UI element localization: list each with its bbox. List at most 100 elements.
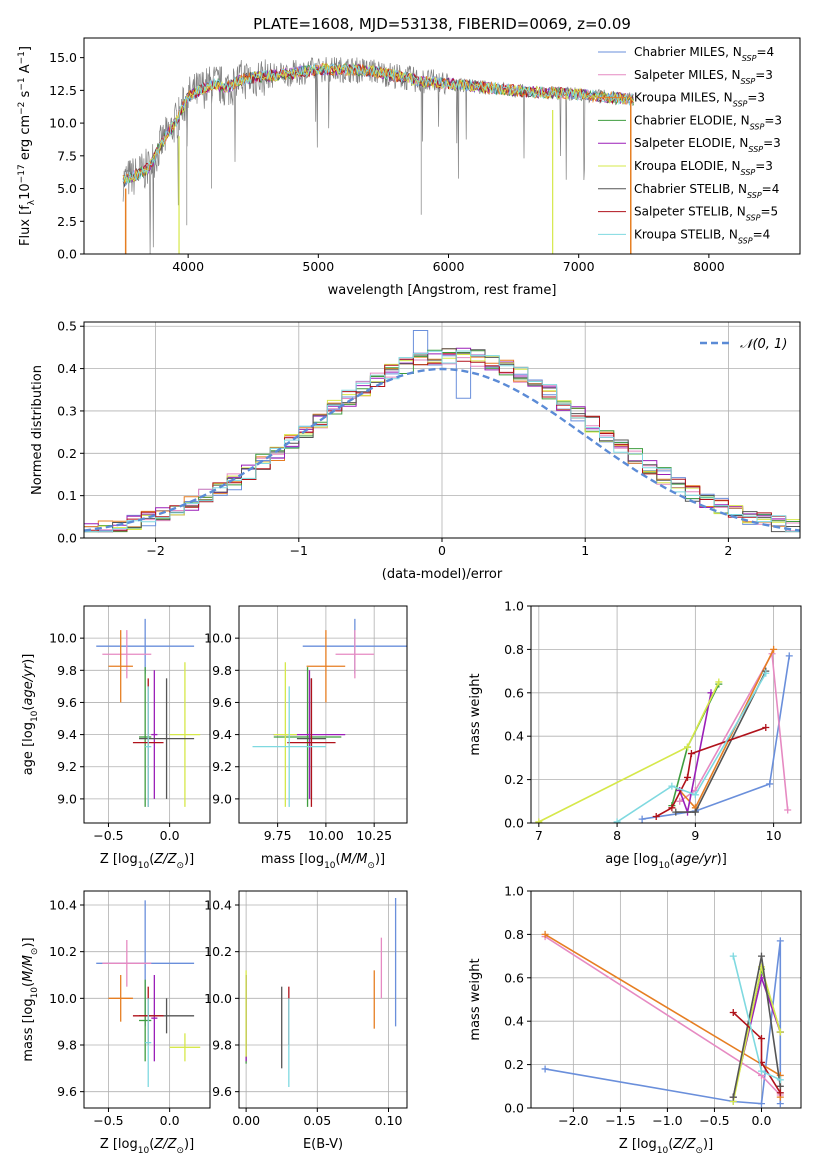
weight-marker xyxy=(668,804,676,812)
legend-label: Salpeter STELIB, NSSP=5 xyxy=(634,205,778,223)
y-tick-label: 0.2 xyxy=(504,772,524,787)
y-tick-label: 9.2 xyxy=(212,759,232,774)
x-tick-label: 10.00 xyxy=(308,828,344,843)
y-tick-label: 10.2 xyxy=(204,944,232,959)
y-tick-label: 0.2 xyxy=(57,446,77,461)
x-axis-label: wavelength [Angstrom, rest frame] xyxy=(328,283,557,298)
y-tick-label: 10.4 xyxy=(204,898,232,913)
weight-marker xyxy=(684,773,692,781)
x-tick-label: 6000 xyxy=(433,259,465,274)
weight-marker xyxy=(762,724,770,732)
weight-marker xyxy=(672,808,680,816)
weight-marker xyxy=(691,791,699,799)
x-tick-label: −0.5 xyxy=(93,1113,123,1128)
weight-marker xyxy=(729,1009,737,1017)
x-tick-label: 0.10 xyxy=(375,1113,403,1128)
age-vs-z-panel: −0.5 0.0 9.0 9.2 9.4 9.6 9.8 10.0 Z [log10(Z/Z⊙)… xyxy=(21,605,211,871)
y-tick-label: 7.5 xyxy=(57,148,77,163)
legend-label: 𝒩(0, 1) xyxy=(740,337,787,352)
weight-marker xyxy=(541,930,549,938)
x-tick-label: 2 xyxy=(724,543,732,558)
y-axis-label: mass [log10(M/M⊙)] xyxy=(21,937,40,1061)
y-axis-label: mass weight xyxy=(468,958,483,1040)
y-tick-label: 0.8 xyxy=(504,927,524,942)
x-tick-label: 10.25 xyxy=(356,828,392,843)
x-tick-label: 1 xyxy=(581,543,589,558)
x-tick-label: 0 xyxy=(438,543,446,558)
weight-marker xyxy=(668,782,676,790)
axes-frame xyxy=(238,890,408,1109)
axes-frame xyxy=(530,890,802,1109)
y-tick-label: 9.4 xyxy=(57,727,77,742)
weight-marker xyxy=(776,1089,784,1097)
y-tick-label: 10.0 xyxy=(49,631,77,646)
x-tick-label: 7 xyxy=(535,828,543,843)
x-axis-label: Z [log10(Z/Z⊙)] xyxy=(100,1137,194,1156)
mass-vs-z-panel: −0.5 0.0 9.6 9.8 10.0 10.2 10.4 Z [log10(Z/Z⊙)]… xyxy=(21,890,211,1156)
x-tick-label: 0.0 xyxy=(160,1113,180,1128)
y-tick-label: 0.1 xyxy=(57,488,77,503)
y-tick-label: 10.0 xyxy=(204,631,232,646)
legend: Chabrier MILES, NSSP=4 Salpeter MILES, NS… xyxy=(598,45,782,245)
y-tick-label: 15.0 xyxy=(49,50,77,65)
y-axis-label: Flux [fλ10−17 erg cm−2 s−1 A−1] xyxy=(17,46,37,246)
weight-marker xyxy=(715,678,723,686)
x-tick-label: 10 xyxy=(766,828,782,843)
y-tick-label: 9.6 xyxy=(57,695,77,710)
y-tick-label: 0.4 xyxy=(504,729,524,744)
weight-marker xyxy=(776,1100,784,1108)
y-tick-label: 10.2 xyxy=(49,944,77,959)
weight-marker xyxy=(757,1067,765,1075)
weight-marker xyxy=(676,797,684,805)
x-tick-label: 8000 xyxy=(693,259,725,274)
y-tick-label: 0.8 xyxy=(504,642,524,657)
plot-area xyxy=(96,900,201,1087)
x-tick-label: 0.05 xyxy=(303,1113,331,1128)
legend-label: Chabrier STELIB, NSSP=4 xyxy=(634,182,779,200)
y-tick-label: 9.4 xyxy=(212,727,232,742)
x-tick-label: −2.0 xyxy=(558,1113,588,1128)
x-tick-label: 0.0 xyxy=(752,1113,772,1128)
weight-marker xyxy=(757,952,765,960)
weight-marker xyxy=(729,952,737,960)
mass-weight-vs-age-panel: 7 8 9 10 0.0 0.2 0.4 0.6 0.8 1.0 age [log10(age/yr… xyxy=(468,599,802,871)
y-tick-label: 0.6 xyxy=(504,970,524,985)
weight-marker xyxy=(757,1035,765,1043)
y-axis-label: Normed distribution xyxy=(30,365,45,495)
weight-marker xyxy=(762,669,770,677)
plot-area xyxy=(252,618,407,807)
spectrum-panel: 4000 5000 6000 7000 8000 0.0 2.5 5.0 7.5 10.0 12.5… xyxy=(17,37,801,298)
y-tick-label: 0.6 xyxy=(504,685,524,700)
x-tick-label: 0.0 xyxy=(160,828,180,843)
y-tick-label: 5.0 xyxy=(57,181,77,196)
legend-label: Chabrier MILES, NSSP=4 xyxy=(634,45,774,63)
plot-area xyxy=(84,330,800,533)
x-tick-label: −1 xyxy=(290,543,308,558)
y-tick-label: 9.6 xyxy=(212,695,232,710)
weight-marker xyxy=(784,806,792,814)
x-tick-label: −1.5 xyxy=(605,1113,635,1128)
x-axis-label: Z [log10(Z/Z⊙)] xyxy=(100,852,194,871)
legend-label: Salpeter MILES, NSSP=3 xyxy=(634,68,773,86)
axes-frame xyxy=(83,890,211,1109)
weight-line-8 xyxy=(616,672,767,823)
x-axis-label: (data-model)/error xyxy=(382,567,503,582)
weight-marker xyxy=(684,743,692,751)
y-tick-label: 0.2 xyxy=(504,1057,524,1072)
weight-marker xyxy=(652,812,660,820)
weight-marker xyxy=(687,750,695,758)
y-tick-label: 10.0 xyxy=(49,991,77,1006)
weight-marker xyxy=(770,645,778,653)
y-tick-label: 9.8 xyxy=(212,1038,232,1053)
y-tick-label: 0.0 xyxy=(504,1101,524,1116)
x-axis-label: E(B-V) xyxy=(303,1137,343,1152)
y-tick-label: 0.0 xyxy=(57,531,77,546)
x-tick-label: 4000 xyxy=(172,259,204,274)
figure-title: PLATE=1608, MJD=53138, FIBERID=0069, z=0… xyxy=(253,15,631,33)
y-tick-label: 9.0 xyxy=(57,791,77,806)
y-tick-label: 9.8 xyxy=(57,1038,77,1053)
weight-marker xyxy=(776,937,784,945)
weight-marker xyxy=(776,1082,784,1090)
weight-marker xyxy=(776,1076,784,1084)
